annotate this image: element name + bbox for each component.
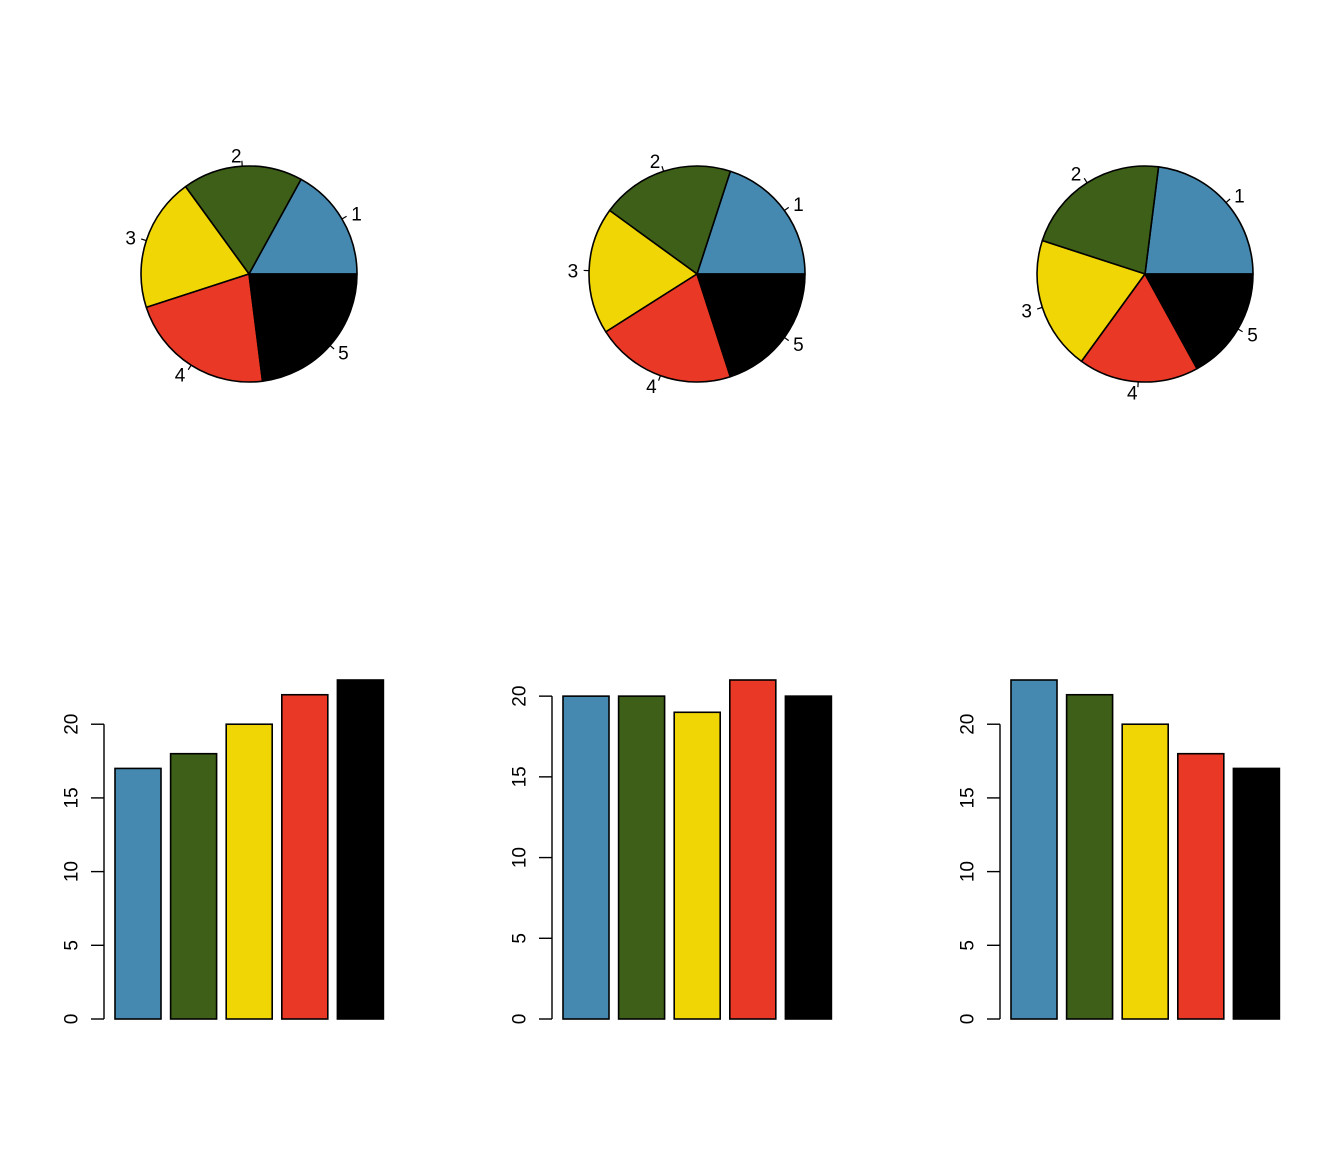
pie-label: 3 (568, 261, 579, 282)
bar-1 (1011, 680, 1057, 1019)
pie-slice-1 (1145, 167, 1253, 274)
bar-3 (1122, 724, 1168, 1019)
pie-slice-5 (249, 274, 357, 381)
pie-chart-3: 1 2 3 4 5 (1021, 165, 1257, 405)
pie-label: 4 (646, 377, 657, 398)
pie-label: 1 (351, 205, 362, 226)
pie-label-tick (1226, 199, 1230, 203)
y-tick-label: 15 (62, 787, 83, 808)
y-tick-label: 0 (510, 1014, 531, 1025)
y-tick-label: 10 (510, 847, 531, 868)
bar-1 (563, 696, 609, 1019)
bar-2 (1067, 695, 1113, 1019)
bar-2 (619, 696, 665, 1019)
y-tick-label: 20 (62, 714, 83, 735)
bar-2 (171, 754, 217, 1019)
pie-label-tick (659, 376, 661, 381)
pie-label: 1 (1234, 186, 1245, 207)
pie-label-tick (342, 216, 347, 219)
pie-label: 3 (125, 228, 136, 249)
pie-chart-1: 1 2 3 4 5 (125, 146, 361, 386)
y-tick-label: 15 (958, 787, 979, 808)
pie-label: 4 (1127, 384, 1138, 405)
pie-label: 5 (793, 335, 804, 356)
pie-label-tick (188, 365, 191, 370)
pie-label: 2 (231, 146, 242, 167)
bar-chart-2: 0 5 10 15 20 (510, 680, 832, 1024)
y-tick-label: 0 (62, 1014, 83, 1025)
y-tick-label: 15 (510, 766, 531, 787)
y-tick-label: 20 (958, 714, 979, 735)
y-tick-label: 0 (958, 1014, 979, 1025)
bar-chart-1: 0 5 10 15 20 (62, 680, 384, 1024)
pie-label-tick (784, 337, 788, 340)
bar-5 (785, 696, 831, 1019)
pie-label-tick (662, 166, 664, 171)
y-tick-label: 20 (510, 686, 531, 707)
y-tick-label: 5 (510, 933, 531, 944)
pie-label-tick (141, 239, 146, 241)
pie-label: 3 (1021, 302, 1032, 323)
pie-label: 2 (1071, 165, 1082, 186)
pie-label-tick (1084, 178, 1087, 183)
bar-4 (730, 680, 776, 1019)
pie-label: 5 (1247, 325, 1258, 346)
bar-4 (1178, 754, 1224, 1019)
pie-label: 4 (175, 365, 186, 386)
pie-label: 2 (650, 152, 661, 173)
bar-3 (226, 724, 272, 1019)
y-tick-label: 10 (62, 861, 83, 882)
pie-chart-2: 1 2 3 4 5 (568, 152, 805, 398)
pie-label: 5 (338, 344, 349, 365)
pie-label-tick (1238, 329, 1243, 332)
bar-5 (1233, 768, 1279, 1019)
pie-label-tick (330, 345, 334, 349)
y-tick-label: 10 (958, 861, 979, 882)
bar-1 (115, 768, 161, 1019)
bar-5 (337, 680, 383, 1019)
y-tick-label: 5 (958, 940, 979, 951)
bar-chart-3: 0 5 10 15 20 (958, 680, 1280, 1024)
bar-3 (674, 712, 720, 1019)
pie-label-tick (784, 207, 788, 210)
bar-4 (282, 695, 328, 1019)
pie-label: 1 (793, 195, 804, 216)
pie-label-tick (1037, 307, 1042, 309)
y-tick-label: 5 (62, 940, 83, 951)
